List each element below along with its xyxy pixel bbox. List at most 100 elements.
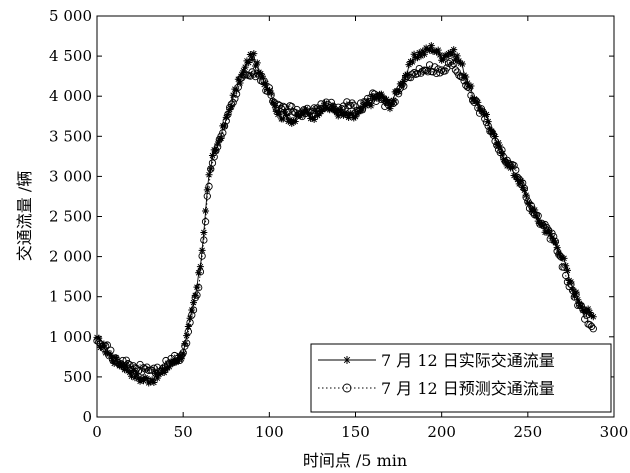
legend-star-marker: [343, 356, 351, 364]
data-point: [467, 91, 475, 99]
data-point: [239, 67, 247, 75]
data-point: [579, 305, 587, 314]
data-point: [362, 98, 370, 106]
data-point: [265, 84, 273, 92]
tick-labels: 0 50 100 150 200 250 300 0 500 1 000 1 500 2 000 2 5…: [49, 7, 628, 441]
data-point: [136, 377, 144, 385]
data-point: [276, 108, 284, 116]
data-point: [196, 263, 204, 271]
data-point: [477, 107, 485, 115]
series-actual: [93, 42, 597, 387]
data-point: [420, 50, 428, 58]
data-point: [367, 102, 375, 110]
data-point: [124, 360, 132, 368]
data-point: [98, 342, 106, 350]
data-point: [322, 98, 330, 106]
data-point: [351, 108, 360, 117]
data-point: [127, 372, 135, 380]
data-point: [506, 161, 515, 170]
data-point: [569, 286, 577, 294]
y-tick-label: 4 000: [49, 87, 92, 105]
data-point: [534, 212, 542, 220]
data-point: [562, 271, 570, 280]
data-point: [415, 49, 423, 57]
data-point: [112, 354, 120, 362]
data-point: [229, 91, 237, 99]
data-point: [484, 118, 492, 126]
data-point: [150, 364, 158, 372]
data-point: [405, 61, 413, 69]
data-point: [587, 322, 596, 331]
data-point: [334, 103, 342, 111]
data-point: [584, 305, 592, 313]
data-point: [560, 263, 568, 271]
data-point: [112, 353, 120, 361]
data-point: [470, 98, 479, 107]
data-point: [551, 239, 559, 247]
data-point: [289, 117, 297, 125]
legend-circle-marker: [342, 383, 352, 393]
y-tick-label: 2 000: [49, 248, 92, 266]
data-point: [234, 75, 242, 83]
data-point: [279, 115, 287, 123]
data-point: [129, 366, 137, 374]
data-point: [224, 110, 232, 118]
y-tick-label: 500: [63, 368, 92, 386]
data-point: [198, 246, 206, 254]
data-point: [489, 129, 497, 137]
data-point: [107, 351, 115, 359]
data-point: [551, 237, 560, 246]
data-point: [298, 108, 306, 116]
data-point: [203, 186, 211, 194]
data-point: [281, 103, 289, 112]
data-point: [267, 89, 275, 97]
data-point: [253, 59, 261, 67]
data-point: [417, 52, 425, 60]
data-point: [179, 349, 187, 357]
data-point: [248, 55, 256, 63]
data-point: [157, 369, 165, 377]
data-point: [350, 101, 358, 109]
data-point: [513, 173, 522, 181]
data-point: [589, 325, 597, 333]
data-point: [460, 77, 468, 85]
data-point: [365, 97, 373, 106]
data-point: [203, 192, 211, 200]
data-point: [165, 363, 173, 371]
data-point: [524, 199, 532, 207]
data-point: [179, 350, 187, 358]
data-point: [398, 80, 406, 89]
series-predicted: [93, 58, 597, 378]
data-point: [176, 356, 184, 365]
data-point: [229, 98, 237, 107]
data-point: [537, 219, 546, 227]
data-point: [148, 376, 156, 384]
data-point: [236, 79, 244, 87]
data-point: [465, 84, 473, 92]
y-tick-label: 0: [82, 408, 92, 426]
data-point: [410, 69, 418, 77]
data-point: [250, 50, 258, 58]
data-point: [508, 163, 516, 171]
data-point: [224, 110, 232, 118]
data-point: [114, 358, 122, 366]
data-point: [386, 99, 394, 107]
data-point: [441, 51, 449, 59]
data-point: [291, 117, 299, 125]
data-point: [451, 56, 459, 64]
data-point: [553, 244, 561, 252]
data-point: [472, 97, 480, 105]
data-point: [476, 104, 484, 112]
data-point: [277, 104, 286, 113]
data-point: [422, 66, 430, 75]
data-point: [470, 95, 478, 103]
y-tick-label: 3 500: [49, 127, 92, 145]
x-tick-label: 200: [427, 423, 456, 441]
data-point: [165, 359, 174, 367]
data-point: [448, 51, 456, 59]
data-point: [556, 252, 565, 261]
data-point: [362, 102, 370, 110]
data-point: [234, 83, 242, 91]
data-point: [190, 299, 198, 307]
data-point: [345, 113, 353, 121]
